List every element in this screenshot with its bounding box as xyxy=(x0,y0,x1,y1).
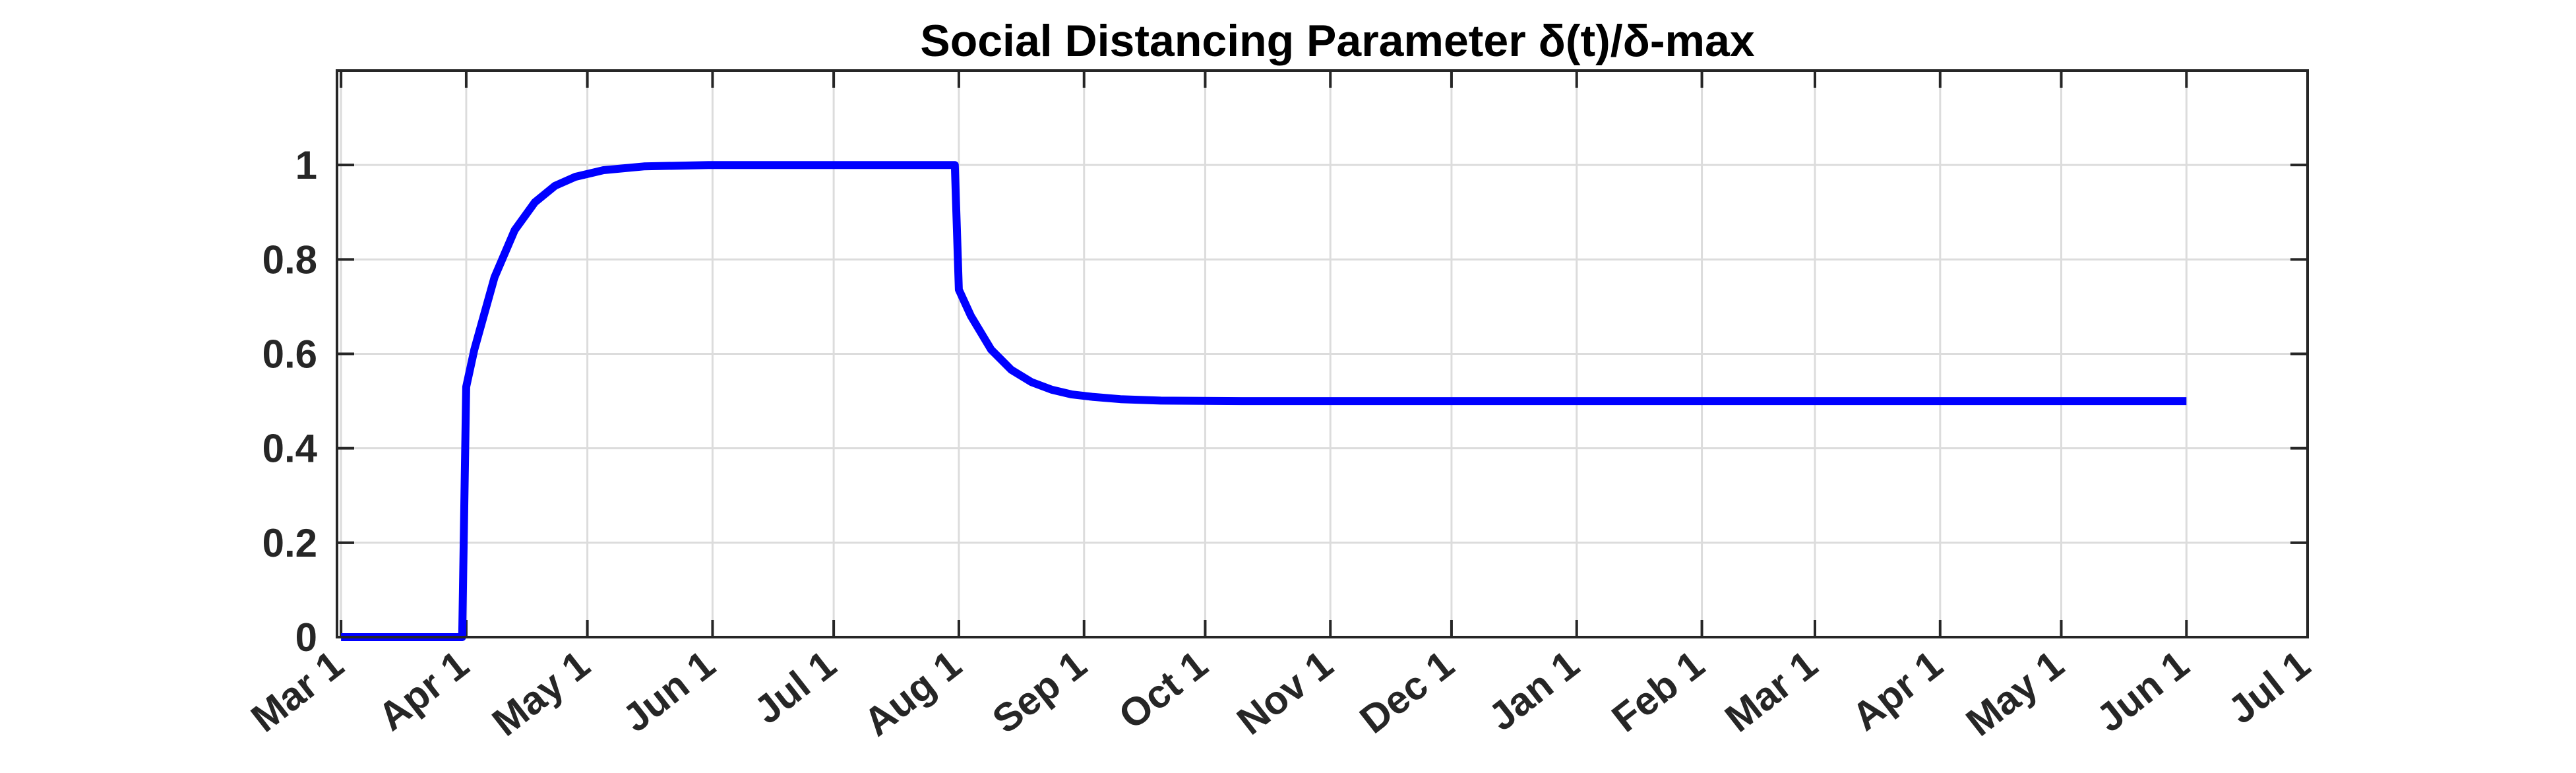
chart-title: Social Distancing Parameter δ(t)/δ-max xyxy=(920,16,1754,66)
y-tick-labels: 0 0.2 0.4 0.6 0.8 1 xyxy=(262,143,318,660)
y-tick-label: 0.2 xyxy=(262,521,317,565)
series-line-0 xyxy=(341,161,2187,641)
y-tick-label: 0.4 xyxy=(262,427,318,471)
y-tick-label: 1 xyxy=(295,143,317,187)
y-tick-label: 0.6 xyxy=(262,332,317,377)
y-tick-label: 0 xyxy=(295,615,317,660)
series-layer xyxy=(341,161,2187,641)
y-tick-label: 0.8 xyxy=(262,237,317,282)
plot-frame xyxy=(336,69,2309,638)
